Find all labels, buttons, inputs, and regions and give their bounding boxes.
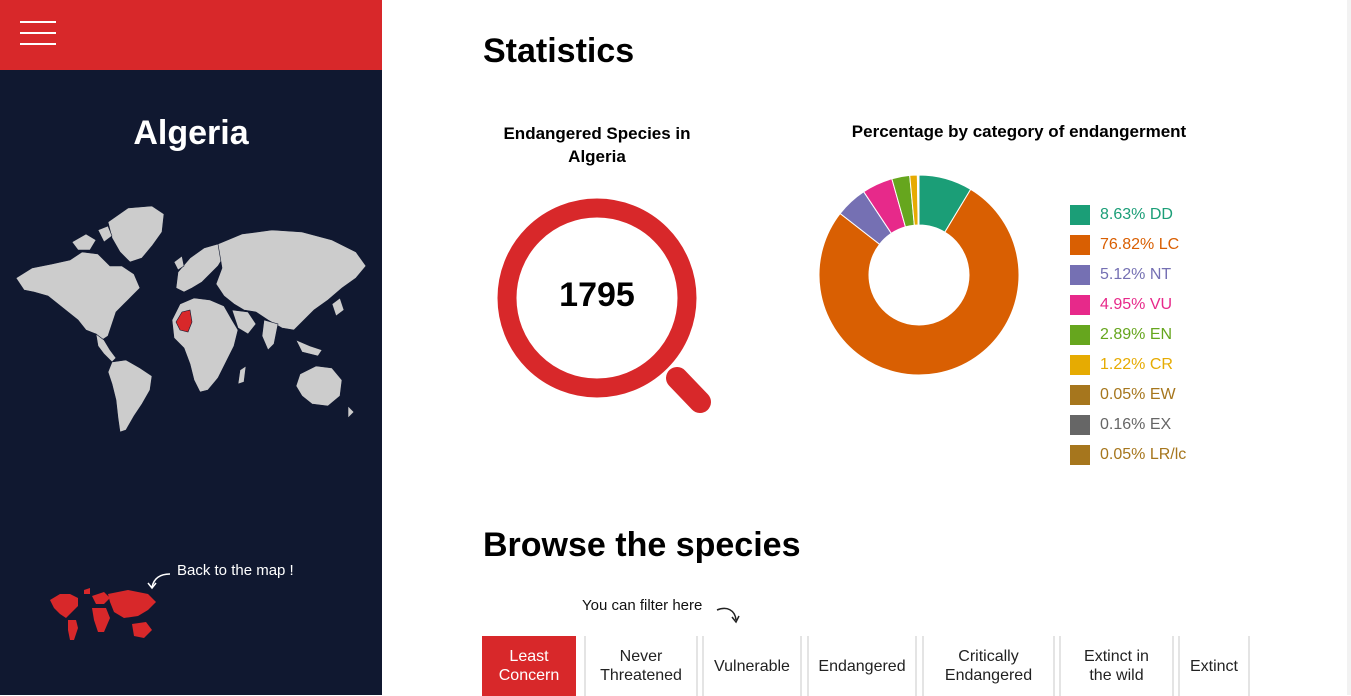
legend-label: 8.63% DD [1100,206,1173,224]
legend-swatch [1070,265,1090,285]
legend-item: 4.95% VU [1070,290,1186,320]
chart-legend: 8.63% DD 76.82% LC 5.12% NT 4.95% VU 2.89% E… [1070,200,1186,470]
legend-item: 0.05% EW [1070,380,1186,410]
legend-swatch [1070,415,1090,435]
legend-label: 76.82% LC [1100,236,1179,254]
legend-item: 0.05% LR/lc [1070,440,1186,470]
browse-heading: Browse the species [483,526,800,565]
legend-item: 8.63% DD [1070,200,1186,230]
legend-label: 0.05% EW [1100,386,1176,404]
country-title: Algeria [0,114,382,153]
legend-item: 0.16% EX [1070,410,1186,440]
legend-label: 0.05% LR/lc [1100,446,1186,464]
main-content: Statistics Endangered Species in Algeria… [382,0,1351,695]
statistics-heading: Statistics [483,32,634,71]
legend-item: 5.12% NT [1070,260,1186,290]
legend-label: 5.12% NT [1100,266,1171,284]
legend-label: 2.89% EN [1100,326,1172,344]
legend-label: 1.22% CR [1100,356,1173,374]
menu-icon[interactable] [20,21,56,47]
filter-hint: You can filter here [582,597,702,614]
legend-item: 76.82% LC [1070,230,1186,260]
species-count-title: Endangered Species in Algeria [492,122,702,168]
filter-vulnerable[interactable]: Vulnerable [702,636,802,696]
filter-extinct[interactable]: Extinct [1178,636,1250,696]
legend-swatch [1070,295,1090,315]
sidebar: Algeria [0,0,382,695]
world-map [12,200,372,440]
category-donut-chart [818,174,1020,376]
percentage-chart-title: Percentage by category of endangerment [802,122,1236,142]
back-to-map-link[interactable]: Back to the map ! [177,562,294,579]
top-bar [0,0,382,70]
legend-swatch [1070,205,1090,225]
curved-arrow-icon [715,604,741,626]
species-count-value: 1795 [497,276,697,315]
legend-item: 2.89% EN [1070,320,1186,350]
legend-swatch [1070,355,1090,375]
legend-swatch [1070,445,1090,465]
legend-swatch [1070,385,1090,405]
legend-swatch [1070,325,1090,345]
legend-label: 0.16% EX [1100,416,1171,434]
legend-swatch [1070,235,1090,255]
scrollbar-track[interactable] [1347,0,1351,695]
legend-item: 1.22% CR [1070,350,1186,380]
legend-label: 4.95% VU [1100,296,1172,314]
filter-endangered[interactable]: Endangered [807,636,917,696]
mini-world-map-icon[interactable] [48,588,163,646]
